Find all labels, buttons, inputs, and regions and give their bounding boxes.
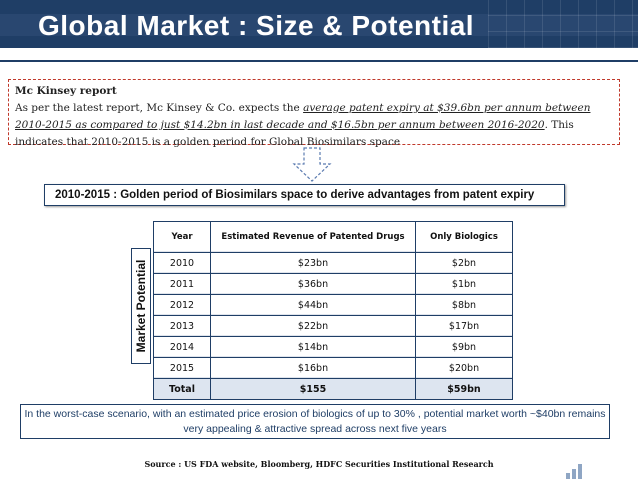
cell-revenue: $36bn	[210, 273, 416, 295]
slide-title: Global Market : Size & Potential	[38, 10, 475, 41]
report-text-emphasis: average patent expiry at $39.6bn per ann…	[15, 102, 591, 131]
title-grid-decoration	[488, 0, 638, 48]
cell-biologics: $2bn	[415, 252, 513, 274]
cell-biologics: $1bn	[415, 273, 513, 295]
cell-biologics: $9bn	[415, 336, 513, 358]
cell-year: 2014	[153, 336, 211, 358]
cell-year: 2015	[153, 357, 211, 379]
report-text-after: . This indicates that 2010-2015 is a gol…	[15, 119, 574, 148]
cell-year: 2010	[153, 252, 211, 274]
cell-total-biologics: $59bn	[415, 378, 513, 400]
report-heading: Mc Kinsey report	[15, 85, 117, 97]
table-row: 2013 $22bn $17bn	[153, 315, 513, 337]
market-potential-label-text: Market Potential	[134, 259, 148, 353]
cell-total-revenue: $155	[210, 378, 416, 400]
header-year: Year	[153, 221, 211, 253]
worst-case-box: In the worst-case scenario, with an esti…	[20, 404, 610, 439]
cell-biologics: $20bn	[415, 357, 513, 379]
down-arrow-icon	[292, 147, 332, 182]
cell-year: 2011	[153, 273, 211, 295]
report-text: As per the latest report, Mc Kinsey & Co…	[15, 100, 613, 151]
table-row: 2011 $36bn $1bn	[153, 273, 513, 295]
cell-total-label: Total	[153, 378, 211, 400]
cell-revenue: $14bn	[210, 336, 416, 358]
title-bar: Global Market : Size & Potential	[0, 0, 638, 48]
mckinsey-report-box: Mc Kinsey report As per the latest repor…	[8, 79, 620, 148]
cell-year: 2012	[153, 294, 211, 316]
cell-revenue: $23bn	[210, 252, 416, 274]
table-row: 2014 $14bn $9bn	[153, 336, 513, 358]
title-underline	[0, 60, 638, 62]
report-text-before: As per the latest report, Mc Kinsey & Co…	[15, 102, 304, 114]
header-revenue: Estimated Revenue of Patented Drugs	[210, 221, 416, 253]
market-potential-label: Market Potential	[131, 248, 151, 364]
cell-revenue: $44bn	[210, 294, 416, 316]
cell-biologics: $8bn	[415, 294, 513, 316]
cell-biologics: $17bn	[415, 315, 513, 337]
header-biologics: Only Biologics	[415, 221, 513, 253]
table-row: 2010 $23bn $2bn	[153, 252, 513, 274]
table-header-row: Year Estimated Revenue of Patented Drugs…	[153, 221, 513, 253]
golden-period-banner: 2010-2015 : Golden period of Biosimilars…	[44, 184, 565, 206]
title-stripe	[0, 14, 638, 36]
table-row: 2015 $16bn $20bn	[153, 357, 513, 379]
cell-revenue: $22bn	[210, 315, 416, 337]
table-total-row: Total $155 $59bn	[153, 378, 513, 400]
market-potential-table: Year Estimated Revenue of Patented Drugs…	[153, 221, 513, 400]
cell-revenue: $16bn	[210, 357, 416, 379]
table-row: 2012 $44bn $8bn	[153, 294, 513, 316]
footer-bars-decoration	[566, 462, 586, 479]
source-note: Source : US FDA website, Bloomberg, HDFC…	[144, 459, 494, 469]
cell-year: 2013	[153, 315, 211, 337]
